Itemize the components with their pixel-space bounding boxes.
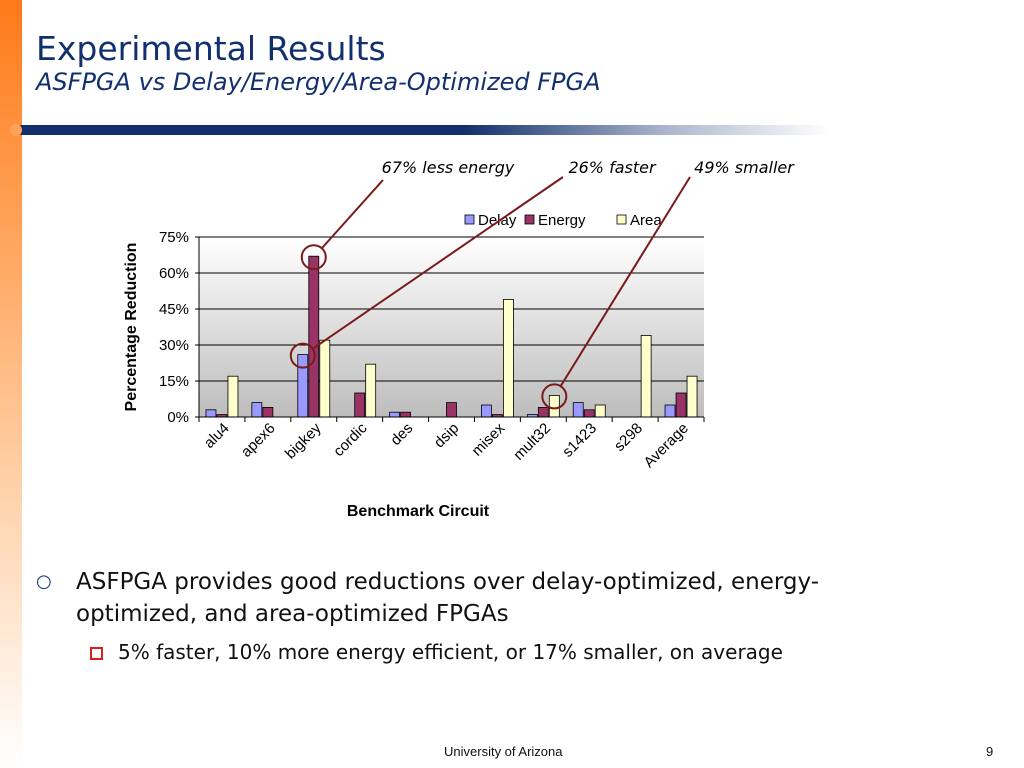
x-tick-label: des [387,420,416,449]
y-tick-label: 0% [167,409,189,426]
bar-area-average [686,375,698,418]
bar-delay-des [389,411,400,418]
bar-delay-misex [481,404,492,418]
bar-energy-s1423 [583,409,595,418]
y-tick-label: 45% [159,301,189,318]
annotation-line [312,176,564,350]
divider-line [16,125,830,135]
bar-delay-alu4 [205,409,217,418]
legend-box [457,208,700,231]
bar-energy-average [675,392,687,418]
sub-bullet-text: 5% faster, 10% more energy efficient, or… [118,640,783,664]
x-axis-label: Benchmark Circuit [347,503,490,520]
annotation-line [321,179,384,249]
annotation-label: 26% faster [568,158,657,177]
bar-energy-des [400,411,411,418]
legend-swatch-energy [524,214,535,225]
bar-area-bigkey [319,339,331,418]
plot-area [199,237,704,417]
bar-energy-apex6 [262,406,274,418]
bar-delay-bigkey [297,354,309,418]
annotation-circle [289,342,316,369]
bar-area-misex [503,298,514,418]
annotation-circle [541,383,568,410]
legend-label-area: Area [630,212,662,229]
bullet-item: ○ ASFPGA provides good reductions over d… [36,566,936,630]
x-tick-label: s298 [611,420,646,455]
annotation-circle [300,244,327,271]
bullet-list: ○ ASFPGA provides good reductions over d… [36,566,936,666]
x-tick-label: apex6 [238,420,279,461]
x-tick-label: dsip [431,420,462,451]
bullet-text: ASFPGA provides good reductions over del… [76,569,820,627]
axes [195,236,705,422]
bar-energy-dsip [446,402,457,418]
bar-chart: 0%15%30%45%60%75% alu4 apex6 bigkey cordic d… [123,158,795,520]
y-tick-label: 30% [159,337,189,354]
bar-delay-s1423 [572,402,584,418]
x-tick-label: bigkey [282,419,325,462]
footer-text: University of Arizona [444,744,563,759]
bar-area-s1423 [594,404,606,418]
x-tick-label: alu4 [201,420,233,452]
annotation-label: 49% smaller [694,158,795,177]
annotation-label: 67% less energy [382,158,515,177]
sub-bullet-item: 5% faster, 10% more energy efficient, or… [36,638,936,666]
chart-legend: Delay Energy Area [457,208,700,231]
legend-label-energy: Energy [538,212,586,229]
bar-area-cordic [365,363,377,418]
slide-title-block: Experimental Results ASFPGA vs Delay/Ene… [36,29,601,97]
hollow-circle-bullet-icon: ○ [36,571,52,592]
title-divider [10,124,830,136]
annotations: 67% less energy 26% faster 49% smaller [289,158,795,410]
bar-area-alu4 [227,375,239,418]
bar-energy-mult32 [537,406,549,418]
y-axis-label: Percentage Reduction [123,243,140,412]
annotation-line [559,176,691,387]
bar-energy-cordic [354,392,366,418]
x-tick-label: s1423 [559,420,600,461]
bar-delay-average [664,404,676,418]
bar-area-s298 [640,334,652,418]
y-tick-label: 60% [159,265,189,282]
slide-title: Experimental Results [36,29,386,68]
y-tick-label: 75% [159,229,189,246]
legend-label-delay: Delay [478,212,517,229]
hollow-square-bullet-icon [90,647,103,660]
divider-dot [10,124,22,136]
bar-delay-apex6 [251,402,263,418]
y-tick-label: 15% [159,373,189,390]
bar-area-mult32 [548,394,560,418]
x-tick-label: mult32 [510,420,554,464]
legend-swatch-delay [464,214,475,225]
x-tick-labels: alu4 apex6 bigkey cordic des dsip misex mult32 s… [201,419,692,471]
x-tick-label: cordic [330,419,371,460]
x-tick-label: misex [469,419,509,459]
left-accent-bar [0,0,22,768]
legend-swatch-area [616,214,627,225]
slide-subtitle: ASFPGA vs Delay/Energy/Area-Optimized FP… [36,68,601,96]
page-number: 9 [986,744,994,759]
x-tick-label: Average [641,420,692,471]
bar-energy-bigkey [308,255,320,418]
y-tick-labels: 0% 15% 30% 45% 60% 75% [159,229,189,426]
